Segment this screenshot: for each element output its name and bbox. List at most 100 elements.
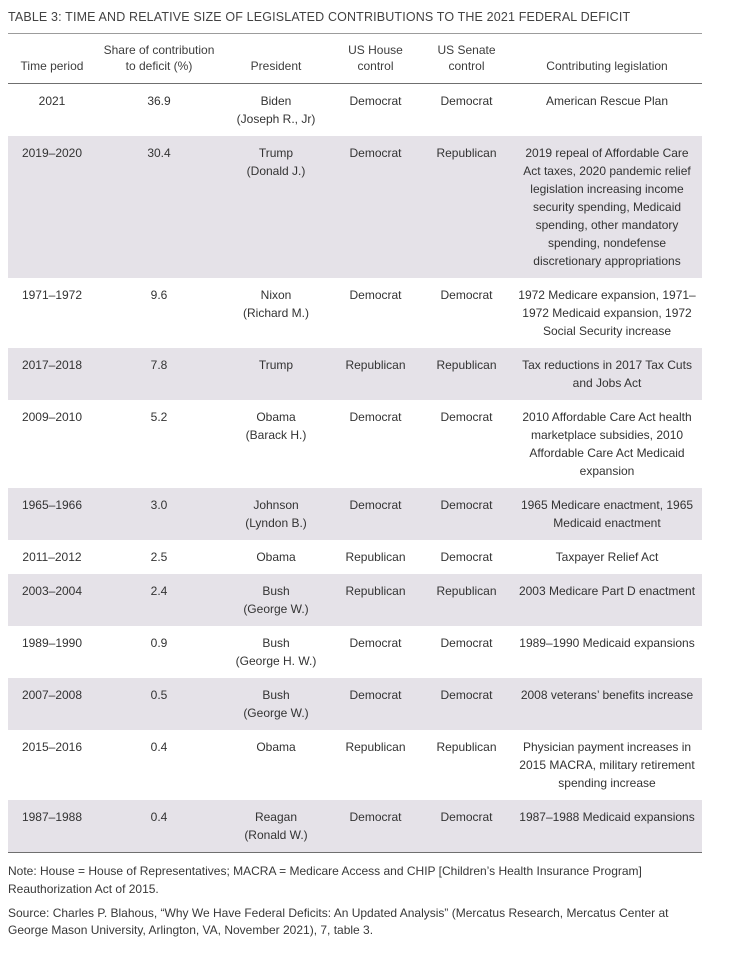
cell-share: 3.0 — [96, 488, 222, 541]
president-name: Obama — [256, 550, 296, 565]
cell-president: Obama — [222, 730, 330, 800]
cell-share: 5.2 — [150, 410, 168, 425]
cell-legislation: 2010 Affordable Care Act health marketpl… — [522, 410, 692, 479]
table-row: 2007–2008 0.5 Bush (George W.) Democrat … — [8, 678, 702, 731]
column-header-share: Share of contribution to deficit (%) — [96, 33, 222, 85]
cell-legislation: 2003 Medicare Part D enactment — [512, 574, 702, 627]
table-row: 1971–1972 9.6 Nixon (Richard M.) Democra… — [8, 278, 702, 348]
table-row: 1987–1988 0.4 Reagan (Ronald W.) Democra… — [8, 800, 702, 853]
column-header-senate-control: US Senate control — [421, 33, 512, 85]
cell-legislation: Physician payment increases in 2015 MACR… — [519, 740, 695, 791]
cell-time-period: 1971–1972 — [21, 288, 83, 303]
cell-time-period: 1989–1990 — [21, 636, 83, 651]
president-detail: (Richard M.) — [242, 306, 309, 321]
cell-house-control: Republican — [345, 740, 406, 755]
cell-legislation: 1987–1988 Medicaid expansions — [512, 800, 702, 853]
cell-time-period: 2009–2010 — [21, 410, 83, 425]
cell-senate-control: Republican — [421, 574, 512, 627]
president-name: Obama — [256, 410, 296, 425]
cell-house-control: Republican — [345, 550, 406, 565]
president-detail: (Ronald W.) — [244, 828, 308, 843]
cell-senate-control: Democrat — [440, 550, 493, 565]
cell-house-control: Democrat — [330, 136, 421, 279]
cell-share: 2.4 — [96, 574, 222, 627]
president-name: Biden — [260, 94, 292, 109]
table-title: TABLE 3: TIME AND RELATIVE SIZE OF LEGIS… — [8, 10, 631, 24]
cell-house-control: Democrat — [330, 488, 421, 541]
cell-time-period: 1965–1966 — [8, 488, 96, 541]
column-header-time-period: Time period — [8, 33, 96, 85]
cell-legislation: 1972 Medicare expansion, 1971–1972 Medic… — [518, 288, 696, 339]
president-name: Trump — [258, 146, 294, 161]
cell-president: Trump — [222, 348, 330, 401]
table-row: 2003–2004 2.4 Bush (George W.) Republica… — [8, 574, 702, 627]
deficit-contributions-table: Time period Share of contribution to def… — [8, 33, 702, 854]
table-row: 2021 36.9 Biden (Joseph R., Jr) Democrat… — [8, 84, 702, 137]
president-name: Trump — [258, 358, 294, 373]
cell-senate-control: Democrat — [440, 410, 493, 425]
table-row: 2009–2010 5.2 Obama (Barack H.) Democrat… — [8, 400, 702, 488]
cell-time-period: 1987–1988 — [8, 800, 96, 853]
cell-senate-control: Republican — [436, 740, 497, 755]
cell-share: 9.6 — [150, 288, 168, 303]
table-row: 2017–2018 7.8 Trump Republican Republica… — [8, 348, 702, 401]
cell-house-control: Democrat — [349, 288, 402, 303]
cell-president: Johnson (Lyndon B.) — [222, 488, 330, 541]
cell-president: Obama (Barack H.) — [222, 400, 330, 488]
cell-house-control: Democrat — [349, 94, 402, 109]
cell-time-period: 2007–2008 — [8, 678, 96, 731]
cell-share: 2.5 — [150, 550, 168, 565]
cell-share: 0.5 — [96, 678, 222, 731]
cell-legislation: 2019 repeal of Affordable Care Act taxes… — [512, 136, 702, 279]
cell-house-control: Republican — [330, 574, 421, 627]
table-header: Time period Share of contribution to def… — [8, 33, 702, 85]
cell-house-control: Democrat — [349, 636, 402, 651]
cell-house-control: Democrat — [330, 800, 421, 853]
cell-senate-control: Democrat — [421, 678, 512, 731]
cell-time-period: 2017–2018 — [8, 348, 96, 401]
cell-house-control: Republican — [330, 348, 421, 401]
cell-legislation: 1965 Medicare enactment, 1965 Medicaid e… — [512, 488, 702, 541]
cell-house-control: Democrat — [349, 410, 402, 425]
header-row: Time period Share of contribution to def… — [8, 33, 702, 85]
president-name: Johnson — [253, 498, 299, 513]
cell-time-period: 2019–2020 — [8, 136, 96, 279]
table-body: 2021 36.9 Biden (Joseph R., Jr) Democrat… — [8, 84, 702, 853]
column-header-house-control: US House control — [330, 33, 421, 85]
cell-senate-control: Republican — [421, 136, 512, 279]
president-detail: (Barack H.) — [245, 428, 307, 443]
cell-share: 0.4 — [150, 740, 168, 755]
table-row: 2011–2012 2.5 Obama Republican Democrat … — [8, 540, 702, 574]
cell-share: 30.4 — [96, 136, 222, 279]
cell-president: Obama — [222, 540, 330, 574]
cell-senate-control: Democrat — [440, 636, 493, 651]
table-row: 2015–2016 0.4 Obama Republican Republica… — [8, 730, 702, 800]
cell-senate-control: Democrat — [421, 488, 512, 541]
president-name: Bush — [262, 584, 290, 599]
president-name: Bush — [262, 636, 290, 651]
cell-share: 0.9 — [150, 636, 168, 651]
source-text: Source: Charles P. Blahous, “Why We Have… — [8, 905, 669, 938]
president-detail: (George H. W.) — [235, 654, 317, 669]
president-detail: (Joseph R., Jr) — [236, 112, 316, 127]
president-detail: (George W.) — [243, 706, 309, 721]
table-row: 1965–1966 3.0 Johnson (Lyndon B.) Democr… — [8, 488, 702, 541]
column-header-president: President — [222, 33, 330, 85]
cell-time-period: 2015–2016 — [21, 740, 83, 755]
president-detail: (Lyndon B.) — [245, 516, 307, 531]
cell-share: 0.4 — [96, 800, 222, 853]
cell-president: Bush (George W.) — [222, 678, 330, 731]
cell-legislation: American Rescue Plan — [545, 94, 669, 109]
cell-senate-control: Democrat — [421, 800, 512, 853]
cell-president: Bush (George W.) — [222, 574, 330, 627]
cell-president: Trump (Donald J.) — [222, 136, 330, 279]
cell-senate-control: Democrat — [440, 288, 493, 303]
cell-legislation: Taxpayer Relief Act — [555, 550, 659, 565]
cell-senate-control: Republican — [421, 348, 512, 401]
cell-senate-control: Democrat — [440, 94, 493, 109]
cell-president: Bush (George H. W.) — [222, 626, 330, 678]
cell-time-period: 2003–2004 — [8, 574, 96, 627]
cell-legislation: 1989–1990 Medicaid expansions — [519, 636, 695, 651]
cell-time-period: 2011–2012 — [22, 550, 82, 565]
